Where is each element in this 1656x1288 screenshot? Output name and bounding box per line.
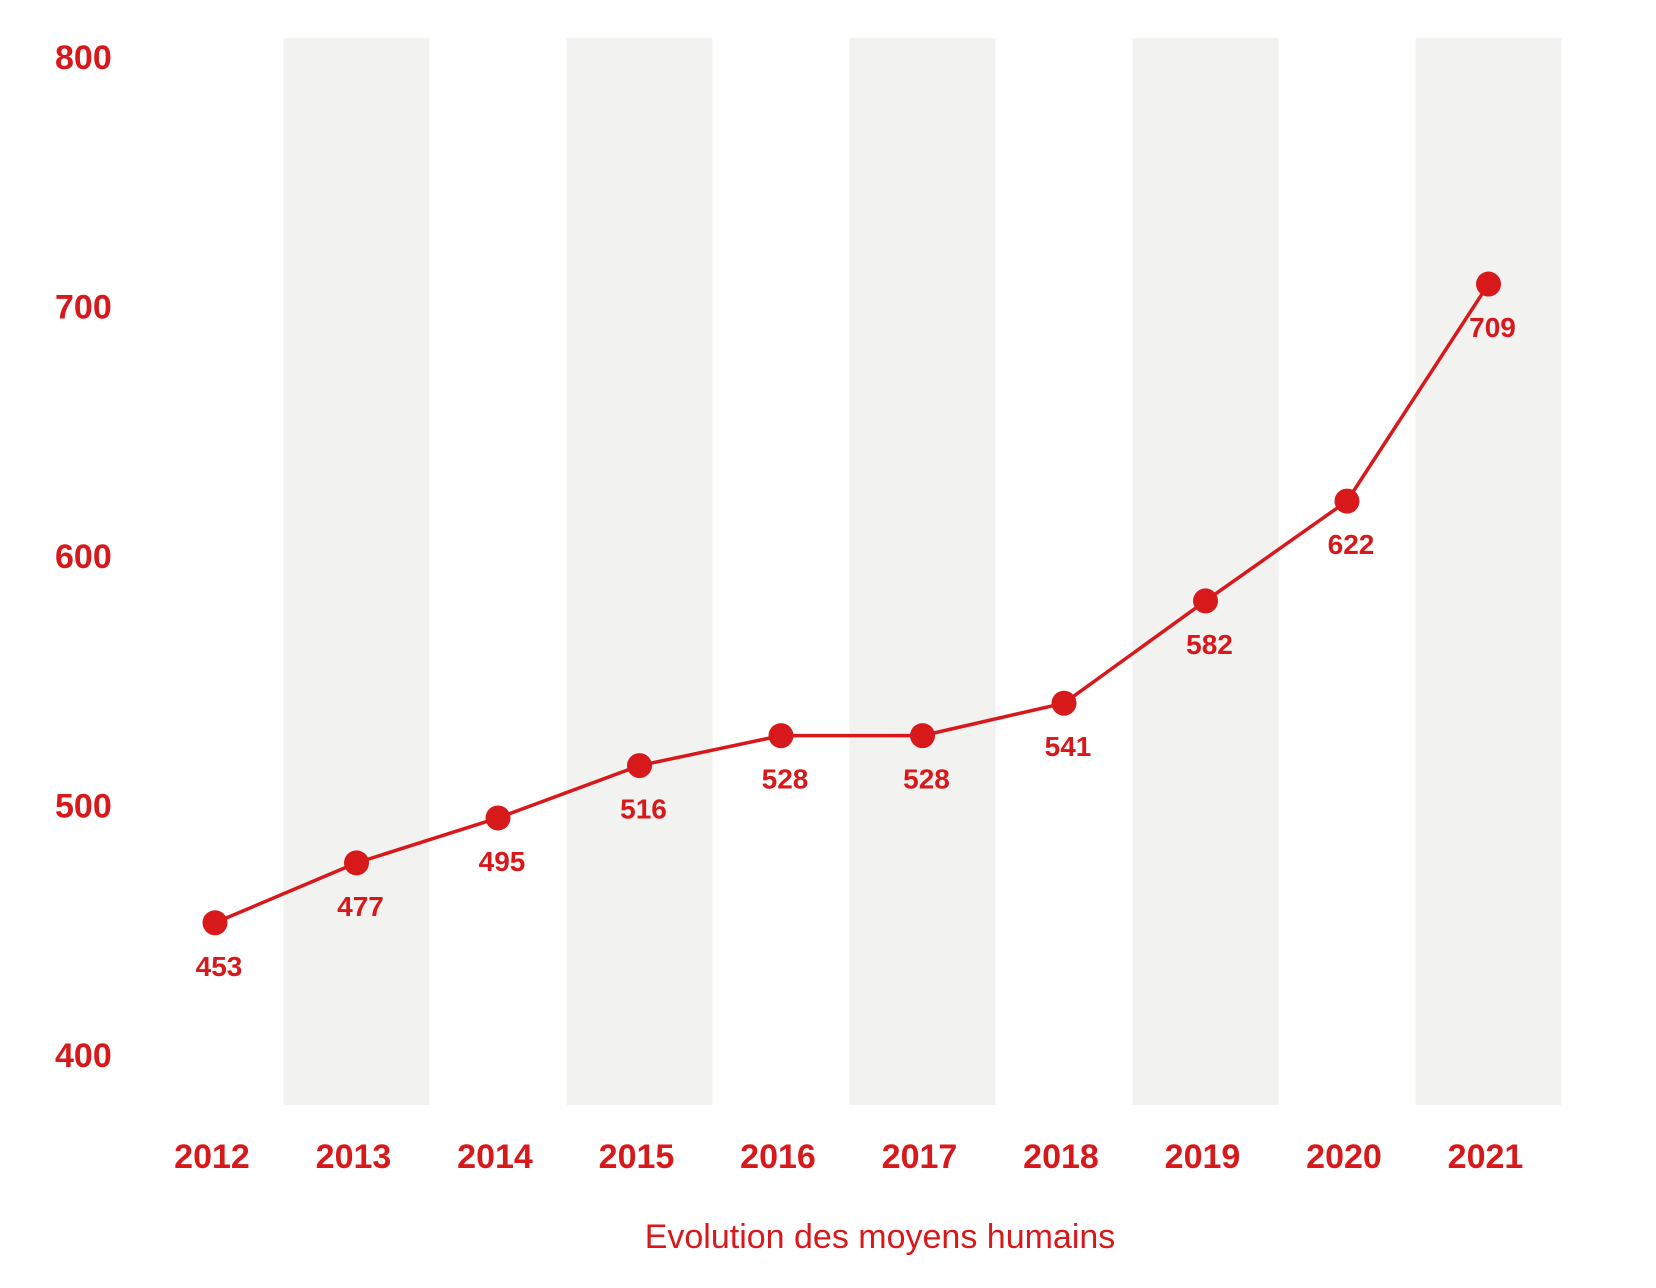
data-point-2017 <box>910 723 935 749</box>
x-tick-label: 2020 <box>1306 1138 1382 1176</box>
column-band-2013 <box>283 38 430 1105</box>
data-labels: 453 477 495 516 528 528 541 582 622 709 <box>196 312 1516 982</box>
x-tick-label: 2021 <box>1448 1138 1524 1176</box>
x-tick-label: 2018 <box>1023 1138 1099 1176</box>
x-tick-label: 2019 <box>1165 1138 1241 1176</box>
data-point-2014 <box>485 805 511 831</box>
y-tick-label: 800 <box>55 39 112 77</box>
y-tick-label: 700 <box>55 289 112 327</box>
data-label-2018: 541 <box>1045 731 1092 762</box>
column-band-2021 <box>1415 38 1562 1105</box>
x-tick-label: 2012 <box>174 1138 250 1176</box>
y-tick-label: 500 <box>55 788 112 826</box>
data-points <box>202 271 1501 936</box>
data-point-2018 <box>1051 690 1077 716</box>
data-label-2014: 495 <box>479 846 526 877</box>
data-point-2021 <box>1476 271 1501 297</box>
data-label-2012: 453 <box>196 951 243 982</box>
data-point-2019 <box>1193 588 1218 614</box>
data-point-2013 <box>344 850 369 876</box>
x-tick-label: 2016 <box>740 1138 816 1176</box>
column-band-2015 <box>566 38 713 1105</box>
data-label-2013: 477 <box>337 891 384 922</box>
x-tick-label: 2014 <box>457 1138 533 1176</box>
x-tick-label: 2013 <box>316 1138 392 1176</box>
y-axis-ticks: 800 700 600 500 400 <box>55 39 112 1075</box>
data-label-2015: 516 <box>620 794 667 825</box>
data-point-2020 <box>1334 488 1360 514</box>
y-tick-label: 600 <box>55 538 112 576</box>
column-band-2017 <box>849 38 996 1105</box>
x-axis-label: Evolution des moyens humains <box>645 1218 1116 1256</box>
data-label-2019: 582 <box>1186 629 1233 660</box>
data-label-2020: 622 <box>1328 529 1375 560</box>
data-label-2021: 709 <box>1469 312 1516 343</box>
y-tick-label: 400 <box>55 1037 112 1075</box>
data-label-2016: 528 <box>762 764 809 795</box>
data-label-2017: 528 <box>903 764 950 795</box>
x-tick-label: 2017 <box>882 1138 958 1176</box>
x-axis-ticks: 2012 2013 2014 2015 2016 2017 2018 2019 2020 2021 <box>174 1138 1523 1176</box>
data-point-2012 <box>202 910 228 936</box>
column-bands <box>283 38 1562 1105</box>
column-band-2019 <box>1132 38 1279 1105</box>
data-point-2016 <box>768 723 794 749</box>
series-polyline <box>214 283 1490 925</box>
x-tick-label: 2015 <box>599 1138 675 1176</box>
data-point-2015 <box>627 753 652 779</box>
series-line <box>214 283 1490 925</box>
